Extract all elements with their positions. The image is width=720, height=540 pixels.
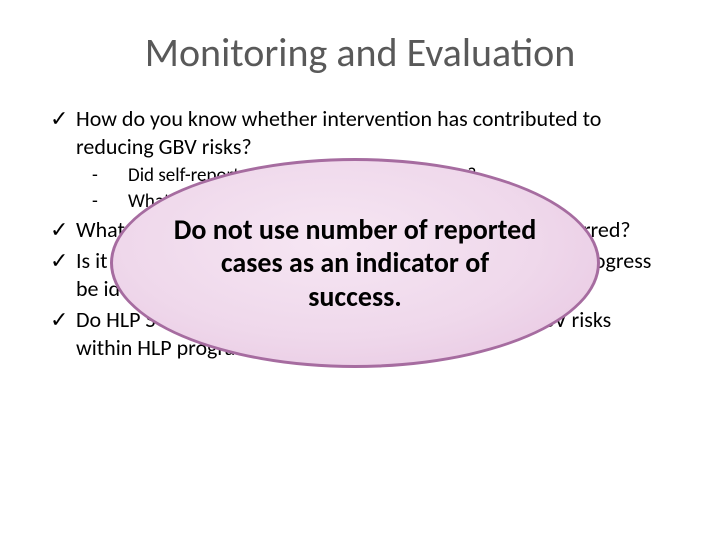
- check-icon: ✓: [50, 247, 76, 275]
- list-item: ✓ How do you know whether intervention h…: [50, 105, 670, 160]
- page-title: Monitoring and Evaluation: [50, 28, 670, 77]
- dash-icon: -: [92, 164, 128, 188]
- check-icon: ✓: [50, 216, 76, 244]
- slide: Monitoring and Evaluation ✓ How do you k…: [0, 0, 720, 540]
- bullet-text: How do you know whether intervention has…: [76, 105, 670, 160]
- check-icon: ✓: [50, 105, 76, 133]
- callout-ellipse: Do not use number of reported cases as a…: [110, 158, 600, 368]
- callout-text: Do not use number of reported cases as a…: [173, 213, 537, 312]
- check-icon: ✓: [50, 306, 76, 334]
- dash-icon: -: [92, 190, 128, 214]
